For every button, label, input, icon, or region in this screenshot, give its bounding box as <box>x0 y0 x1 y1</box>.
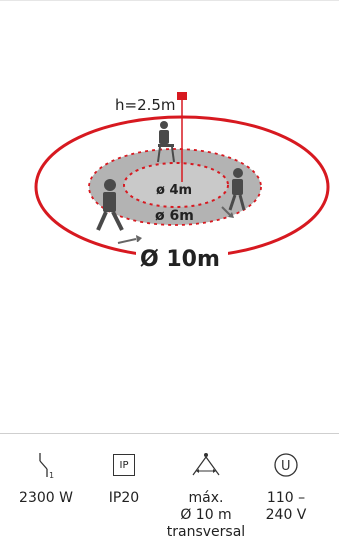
sensor-head <box>177 92 187 100</box>
spec-divider <box>0 433 339 434</box>
movement-arrow-icon <box>117 235 142 244</box>
detection-range-icon <box>166 450 246 480</box>
spec-voltage: U 110 – 240 V <box>246 450 326 524</box>
spec-ip-rating: IP IP20 <box>84 450 164 507</box>
voltage-icon: U <box>246 450 326 480</box>
middle-range-label: ø 6m <box>155 208 194 224</box>
spec-voltage-value: 110 – 240 V <box>265 490 307 523</box>
ip-rating-icon: IP <box>84 450 164 480</box>
seated-person-figure <box>157 121 175 163</box>
middle-range-edge <box>88 148 262 226</box>
switch-icon: 1 <box>6 450 86 480</box>
outer-label-bg <box>136 242 228 272</box>
standing-person-figure <box>228 168 246 211</box>
spec-detection-range: máx. Ø 10 m transversal <box>166 450 246 541</box>
detection-range-diagram: h=2.5m <box>34 92 330 272</box>
height-label: h=2.5m <box>115 96 176 114</box>
walking-person-figure <box>96 179 124 231</box>
spec-power-value: 2300 W <box>19 490 73 506</box>
inner-range-disc <box>123 162 229 208</box>
spec-range-value: máx. Ø 10 m transversal <box>166 490 246 540</box>
outer-range-label: Ø 10m <box>140 247 220 272</box>
spec-ip-value: IP20 <box>108 490 140 506</box>
inner-range-label: ø 4m <box>156 183 192 198</box>
svg-text:1: 1 <box>49 471 54 479</box>
svg-text:U: U <box>281 459 291 474</box>
top-border <box>0 0 339 1</box>
spec-power: 1 2300 W <box>6 450 86 507</box>
movement-arrow-icon <box>221 206 234 218</box>
